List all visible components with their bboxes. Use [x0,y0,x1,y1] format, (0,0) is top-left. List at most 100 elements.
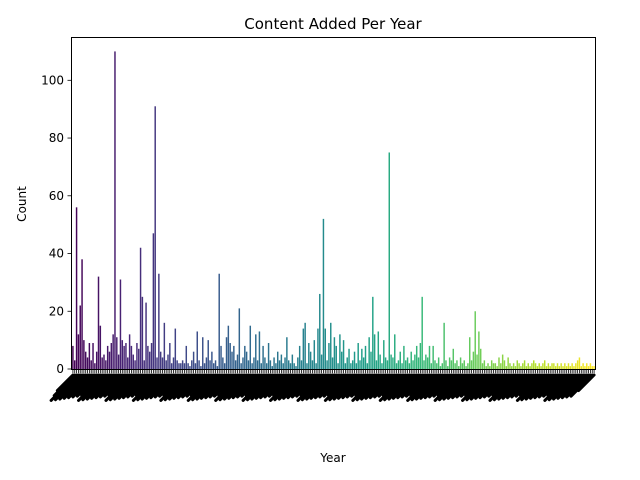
bar [518,363,520,369]
bar [77,334,80,369]
bar [470,360,473,369]
bar [383,340,385,369]
bar [454,363,456,369]
bar [309,351,312,369]
bar [423,360,425,369]
bar [483,360,486,369]
x-axis-label: Year [319,451,345,465]
bar [123,345,125,369]
bar [161,357,164,369]
bar [410,351,412,369]
bar [586,363,588,369]
bar [84,351,87,369]
bar [582,363,584,369]
bar [79,305,81,369]
bar [472,351,475,369]
bar [560,363,562,369]
bar [267,343,270,369]
bar [523,360,526,369]
bar [108,351,111,369]
x-tick-label-clutter [577,373,596,393]
bar [399,351,401,369]
bar [562,366,564,369]
bar [565,366,568,369]
bar [130,345,133,369]
bar [169,343,171,369]
bar [196,331,198,369]
bar [527,363,529,369]
bar [525,366,528,369]
bar [127,357,129,369]
bar [587,366,590,369]
bar [428,345,431,369]
bar [203,363,206,369]
bar [443,322,445,369]
y-tick-label: 100 [41,73,64,87]
bar [306,363,308,369]
bar [447,366,449,369]
bar [75,207,78,369]
bar [172,357,175,369]
bar [125,343,127,369]
bar [395,363,398,369]
bar [547,363,550,369]
bar [459,357,462,369]
bar [339,334,341,369]
bar [445,360,447,369]
bar [498,357,500,369]
bar [467,363,469,369]
bar [346,357,348,369]
bar [489,366,491,369]
bar [183,363,186,369]
bar [159,351,162,369]
bar [439,366,442,369]
bar [394,334,396,369]
bar [114,51,116,370]
bar [344,363,347,369]
bar [88,343,91,369]
bar [496,366,498,369]
bar [315,363,317,369]
bar [330,322,332,369]
bar [487,363,489,369]
bar [214,360,217,369]
bar [189,366,191,369]
bar [141,296,144,369]
bar [143,360,145,369]
bar [319,293,321,369]
bar [432,345,434,369]
bar [99,325,102,369]
bar [223,363,226,369]
bars-group [72,51,595,370]
bar [341,351,343,369]
bar [128,334,131,369]
bar [187,363,189,369]
bar [372,296,374,369]
bar [529,366,531,369]
bar [401,363,403,369]
bar [591,366,593,369]
bar [298,345,301,369]
bar [116,337,118,369]
bar [375,360,378,369]
bar [549,366,551,369]
bar [580,366,583,369]
bar [90,360,92,369]
bar [117,354,120,369]
bar [266,363,268,369]
bar [362,357,365,369]
bar [256,360,259,369]
bar [569,366,572,369]
bar [154,106,156,369]
bar [242,357,244,369]
bar [366,363,369,369]
bar [575,363,577,369]
bar [167,354,169,369]
bar [94,363,96,369]
bar [286,337,288,369]
bar [295,366,297,369]
bar [520,366,522,369]
bar [425,354,427,369]
bar [531,363,533,369]
